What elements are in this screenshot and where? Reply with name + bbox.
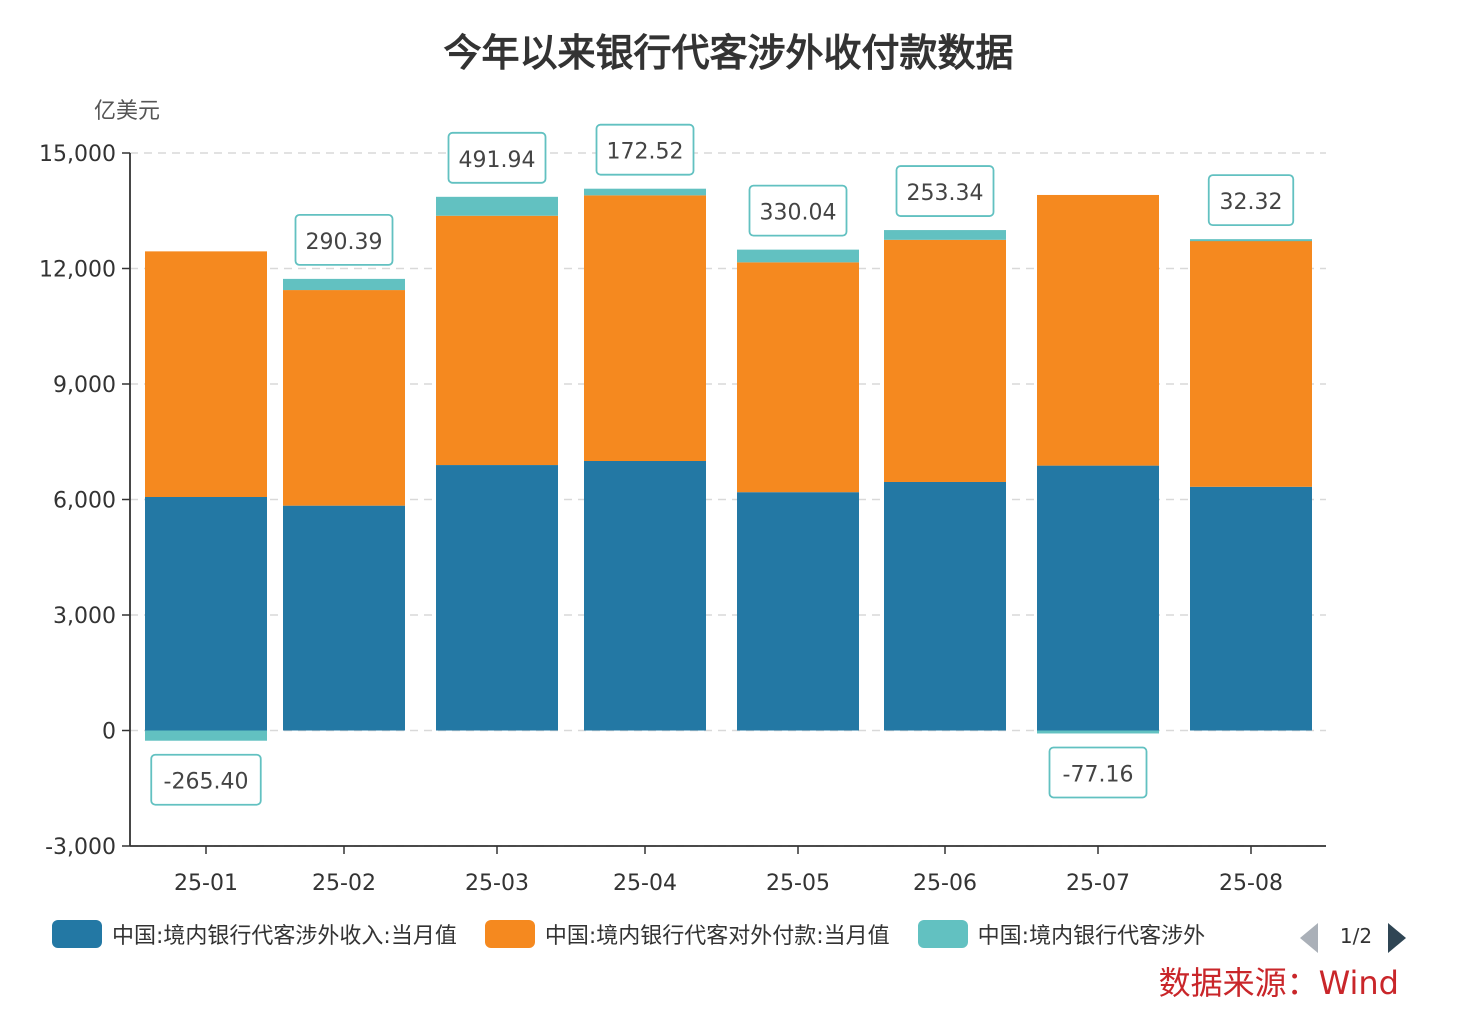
data-label-25-04: 172.52 [607,140,684,165]
bar-layer [145,188,1312,741]
legend: 中国:境内银行代客涉外收入:当月值 中国:境内银行代客对外付款:当月值 中国:境内银… [52,918,1292,958]
bar-payment-25-01 [145,251,267,497]
x-tick-label: 25-01 [174,871,238,896]
bar-net-25-06 [884,230,1006,240]
bar-payment-25-03 [436,215,558,466]
bar-payment-25-05 [737,262,859,493]
y-tick-label: 3,000 [53,604,116,629]
data-label-box-25-04 [595,123,695,176]
bar-income-25-05 [737,492,859,731]
data-label-25-06: 253.34 [907,181,984,206]
x-tick-label: 25-08 [1219,871,1283,896]
data-label-25-05: 330.04 [760,201,837,226]
pager-prev-icon[interactable] [1300,923,1318,953]
bar-payment-25-02 [283,290,405,506]
bar-income-25-04 [584,461,706,731]
x-tick-label: 25-03 [465,871,529,896]
data-label-box-25-03 [447,131,547,184]
legend-item[interactable]: 中国:境内银行代客涉外 [917,918,1206,950]
bar-payment-25-04 [584,195,706,461]
data-label-box-25-07 [1048,746,1148,799]
bar-income-25-03 [436,465,558,731]
legend-swatch [917,920,968,948]
y-tick-label: 15,000 [39,142,116,167]
bar-payment-25-06 [884,239,1006,482]
data-label-25-07: -77.16 [1063,762,1134,787]
y-tick-label: 0 [102,720,116,745]
bar-net-25-04 [584,188,706,196]
legend-label: 中国:境内银行代客对外付款:当月值 [544,924,890,949]
bar-net-25-02 [283,278,405,291]
legend-label: 中国:境内银行代客涉外 [977,924,1206,949]
data-source-note: 数据来源：Wind [1158,964,1399,1002]
pager-page-indicator: 1/2 [1339,924,1373,948]
data-label-box-25-01 [150,753,262,806]
y-tick-label: 12,000 [39,258,116,283]
x-tick-label: 25-07 [1066,871,1130,896]
data-label-25-02: 290.39 [306,230,383,255]
x-tick-label: 25-05 [766,871,830,896]
x-tick-label: 25-04 [613,871,677,896]
x-tick-label: 25-06 [913,871,977,896]
data-label-box-25-02 [294,213,394,266]
bar-net-25-08 [1190,239,1312,242]
data-labels: -265.40 290.39 491.94 172.52 330.04 253.34 -77… [150,123,1295,806]
y-tick-label: 6,000 [53,489,116,514]
chart-title: 今年以来银行代客涉外收付款数据 [443,31,1014,75]
pager-next-icon[interactable] [1388,923,1406,953]
legend-pager: 1/2 [1296,918,1416,958]
bar-net-25-05 [737,249,859,263]
legend-item[interactable]: 中国:境内银行代客涉外收入:当月值 [52,918,457,950]
data-label-25-01: -265.40 [164,770,249,795]
data-label-box-25-08 [1207,174,1295,227]
legend-swatch [484,920,535,948]
bar-income-25-07 [1037,465,1159,731]
bar-income-25-06 [884,481,1006,731]
legend-item[interactable]: 中国:境内银行代客对外付款:当月值 [484,918,890,950]
bar-net-25-07 [1037,730,1159,734]
bar-income-25-02 [283,505,405,731]
legend-label: 中国:境内银行代客涉外收入:当月值 [112,924,457,949]
bar-net-25-03 [436,196,558,216]
legend-swatch [52,920,102,948]
bar-payment-25-08 [1190,240,1312,487]
x-tick-label: 25-02 [312,871,376,896]
y-tick-label: -3,000 [45,835,116,860]
data-label-25-08: 32.32 [1220,190,1283,215]
data-label-box-25-06 [895,165,995,217]
data-label-25-03: 491.94 [459,148,536,173]
bar-net-25-01 [145,730,267,741]
bar-income-25-08 [1190,486,1312,731]
axes: -3,000 0 3,000 6,000 9,000 12,000 15,000 亿美元 25-… [39,99,1326,896]
y-tick-label: 9,000 [53,373,116,398]
data-label-box-25-05 [748,184,848,237]
bar-income-25-01 [145,496,267,731]
bar-payment-25-07 [1037,194,1159,466]
y-axis-unit-label: 亿美元 [94,99,160,124]
